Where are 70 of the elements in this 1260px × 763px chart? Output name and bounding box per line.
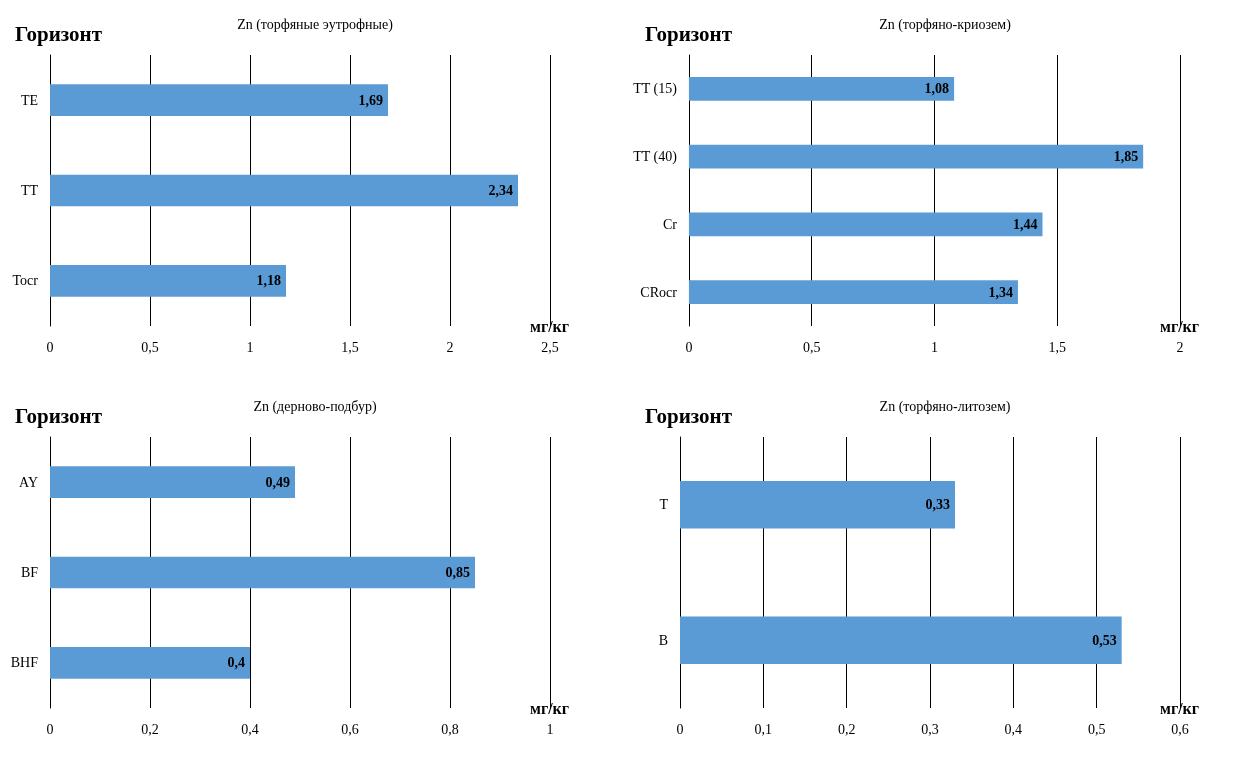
chart-title: Zn (торфяно-криозем)	[879, 16, 1012, 33]
data-label: 1,44	[1013, 216, 1038, 232]
y-tick-label: AY	[19, 474, 38, 490]
x-axis-title: мг/кг	[1160, 317, 1200, 335]
bar	[50, 466, 295, 498]
x-tick-label: 0,2	[141, 721, 159, 737]
data-label: 0,33	[925, 497, 950, 513]
y-tick-label: Tocr	[12, 273, 39, 289]
x-tick-label: 0,6	[1171, 721, 1189, 737]
data-label: 0,53	[1092, 632, 1117, 648]
x-tick-label: 0,5	[1087, 721, 1106, 737]
bar	[50, 84, 388, 116]
x-tick-label: 0,2	[837, 721, 856, 737]
data-label: 1,34	[988, 284, 1013, 300]
y-axis-title: Горизонт	[645, 403, 733, 428]
x-tick-label: 0,3	[921, 721, 939, 737]
data-label: 1,85	[1113, 149, 1139, 165]
x-tick-label: 2	[446, 339, 454, 355]
x-tick-label: 0	[46, 339, 54, 355]
data-label: 2,34	[488, 183, 513, 198]
x-tick-label: 2,5	[541, 339, 559, 355]
y-axis-title: Горизонт	[15, 403, 103, 428]
y-tick-label: CRocr	[640, 284, 678, 300]
data-label: 0,49	[265, 474, 290, 490]
x-tick-label: 0,4	[241, 721, 259, 737]
chart-title: Zn (дерново-подбур)	[253, 398, 377, 415]
x-tick-label: 2	[1176, 339, 1184, 355]
x-tick-label: 0,5	[802, 339, 821, 355]
x-tick-label: 1,5	[1048, 339, 1066, 355]
data-label: 1,69	[358, 92, 383, 108]
y-tick-label: TT	[20, 183, 39, 198]
x-tick-label: 1,5	[341, 339, 359, 355]
chart-title: Zn (торфяно-литозем)	[879, 398, 1011, 415]
x-tick-label: 0,1	[754, 721, 773, 737]
bar	[50, 265, 286, 297]
y-tick-label: TT (40)	[633, 149, 678, 166]
y-tick-label: BHF	[10, 655, 39, 671]
x-axis-title: мг/кг	[1160, 699, 1200, 717]
x-tick-label: 0	[46, 721, 54, 737]
y-tick-label: T	[659, 497, 669, 513]
data-label: 1,08	[924, 81, 950, 97]
x-tick-label: 0,4	[1004, 721, 1023, 737]
chart-title: Zn (торфяные эутрофные)	[237, 16, 394, 33]
y-tick-label: TT (15)	[633, 81, 678, 98]
x-tick-label: 1	[546, 721, 554, 737]
bar	[688, 280, 1018, 304]
y-tick-label: BF	[20, 565, 39, 580]
x-tick-label: 1	[246, 339, 254, 355]
y-tick-label: TE	[20, 92, 38, 108]
x-tick-label: 0	[685, 339, 693, 355]
x-tick-label: 0,5	[141, 339, 159, 355]
x-axis-title: мг/кг	[530, 317, 570, 335]
bar	[50, 556, 475, 589]
y-axis-title: Горизонт	[15, 21, 103, 46]
y-tick-label: Cr	[662, 216, 678, 232]
data-label: 0,4	[227, 655, 245, 671]
x-tick-label: 1	[930, 339, 938, 355]
data-label: 1,18	[256, 273, 281, 289]
x-tick-label: 0	[676, 721, 684, 737]
data-label: 0,85	[445, 565, 470, 580]
bar	[50, 647, 250, 679]
x-tick-label: 0,8	[441, 721, 459, 737]
bar	[688, 77, 955, 101]
bar	[688, 212, 1043, 237]
bar	[688, 144, 1144, 169]
x-axis-title: мг/кг	[530, 699, 570, 717]
y-axis-title: Горизонт	[645, 21, 733, 46]
x-tick-label: 0,6	[341, 721, 359, 737]
y-tick-label: B	[658, 632, 668, 648]
bar	[50, 174, 518, 207]
